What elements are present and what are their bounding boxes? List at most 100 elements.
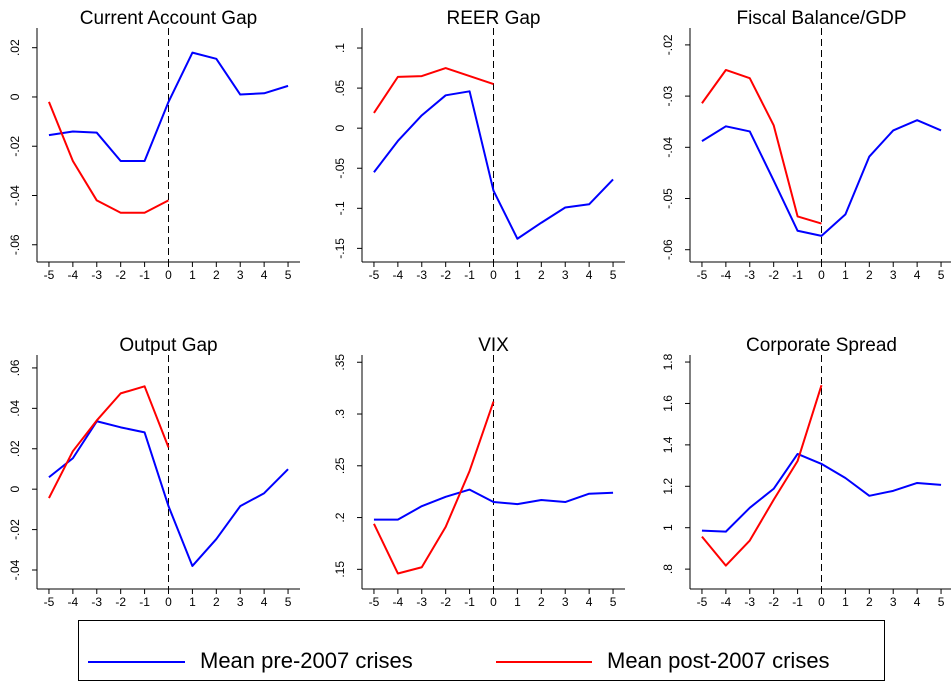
x-tick-label: 2 [538, 268, 545, 282]
y-tick-label: -.05 [333, 158, 347, 179]
y-tick-label: -.06 [8, 234, 22, 255]
x-tick-label: -2 [768, 595, 779, 609]
y-tick-label: -.1 [333, 201, 347, 215]
x-tick-label: 0 [490, 595, 497, 609]
series-line [701, 119, 942, 237]
x-tick-label: -1 [792, 595, 803, 609]
x-tick-label: 5 [285, 268, 292, 282]
x-tick-label: 5 [610, 595, 617, 609]
x-tick-label: 0 [818, 268, 825, 282]
y-tick-label: -.04 [8, 559, 22, 580]
series-line [373, 67, 494, 114]
y-tick-label: .15 [333, 561, 347, 578]
x-tick-label: -2 [115, 595, 126, 609]
x-tick-label: 5 [610, 268, 617, 282]
y-tick-label: .02 [8, 440, 22, 457]
y-tick-label: -.02 [8, 136, 22, 157]
x-tick-label: -5 [44, 268, 55, 282]
y-tick-label: 1.4 [661, 436, 675, 453]
x-tick-label: -4 [393, 595, 404, 609]
x-tick-label: 2 [213, 268, 220, 282]
y-tick-label: -.02 [8, 519, 22, 540]
x-tick-label: 0 [818, 595, 825, 609]
x-tick-label: 3 [890, 595, 897, 609]
legend-label: Mean post-2007 crises [607, 648, 830, 673]
x-tick-label: 0 [165, 595, 172, 609]
x-tick-label: 2 [538, 595, 545, 609]
x-tick-label: 4 [261, 595, 268, 609]
chart-title: VIX [478, 335, 509, 356]
y-tick-label: -.02 [661, 34, 675, 55]
x-tick-label: 3 [562, 268, 569, 282]
x-tick-label: -2 [115, 268, 126, 282]
x-tick-label: -5 [697, 268, 708, 282]
x-tick-label: -3 [416, 268, 427, 282]
y-tick-label: 1.2 [661, 478, 675, 495]
x-tick-label: 2 [213, 595, 220, 609]
x-tick-label: -2 [768, 268, 779, 282]
y-tick-label: .1 [333, 43, 347, 53]
x-tick-label: -3 [744, 268, 755, 282]
x-tick-label: 2 [866, 268, 873, 282]
x-tick-label: -2 [440, 595, 451, 609]
x-tick-label: -3 [91, 268, 102, 282]
x-tick-label: -1 [464, 595, 475, 609]
x-tick-label: 1 [514, 268, 521, 282]
x-tick-label: -5 [44, 595, 55, 609]
chart-title: Fiscal Balance/GDP [736, 8, 906, 29]
x-tick-label: -3 [91, 595, 102, 609]
chart-title: Output Gap [119, 335, 217, 356]
series-line [373, 90, 614, 240]
series-line [48, 51, 289, 163]
x-tick-label: -1 [792, 268, 803, 282]
legend-box [78, 620, 885, 681]
x-tick-label: 1 [842, 268, 849, 282]
x-tick-label: 4 [261, 268, 268, 282]
x-tick-label: -4 [721, 595, 732, 609]
y-tick-label: .02 [8, 39, 22, 56]
legend-label: Mean pre-2007 crises [200, 648, 413, 673]
series-line [48, 101, 169, 214]
x-tick-label: -3 [416, 595, 427, 609]
x-tick-label: 3 [562, 595, 569, 609]
x-tick-label: 1 [189, 595, 196, 609]
y-tick-label: .04 [8, 400, 22, 417]
x-tick-label: 3 [237, 595, 244, 609]
y-tick-label: 1 [661, 524, 675, 531]
y-tick-label: .2 [333, 512, 347, 522]
x-tick-label: 5 [938, 268, 945, 282]
x-tick-label: 4 [914, 595, 921, 609]
series-line [48, 420, 289, 567]
x-tick-label: 0 [490, 268, 497, 282]
x-tick-label: -5 [697, 595, 708, 609]
y-tick-label: .8 [661, 564, 675, 574]
x-tick-label: -4 [721, 268, 732, 282]
y-tick-label: .25 [333, 457, 347, 474]
y-tick-label: -.06 [661, 239, 675, 260]
x-tick-label: -1 [139, 595, 150, 609]
x-tick-label: -5 [369, 595, 380, 609]
x-tick-label: 1 [842, 595, 849, 609]
y-tick-label: -.05 [661, 188, 675, 209]
x-tick-label: 5 [285, 595, 292, 609]
x-tick-label: 1 [514, 595, 521, 609]
x-tick-label: -4 [393, 268, 404, 282]
x-tick-label: -3 [744, 595, 755, 609]
x-tick-label: 4 [586, 595, 593, 609]
series-line [48, 385, 170, 499]
series-line [373, 488, 614, 521]
x-tick-label: -5 [369, 268, 380, 282]
series-line [701, 68, 822, 225]
y-tick-label: .05 [333, 79, 347, 96]
x-tick-label: -1 [464, 268, 475, 282]
x-tick-label: 4 [586, 268, 593, 282]
x-tick-label: 3 [890, 268, 897, 282]
series-line [701, 384, 823, 567]
series-line [373, 401, 495, 575]
x-tick-label: -4 [68, 595, 79, 609]
x-tick-label: 3 [237, 268, 244, 282]
x-tick-label: -2 [440, 268, 451, 282]
x-tick-label: -4 [68, 268, 79, 282]
chart-title: Current Account Gap [80, 8, 257, 29]
